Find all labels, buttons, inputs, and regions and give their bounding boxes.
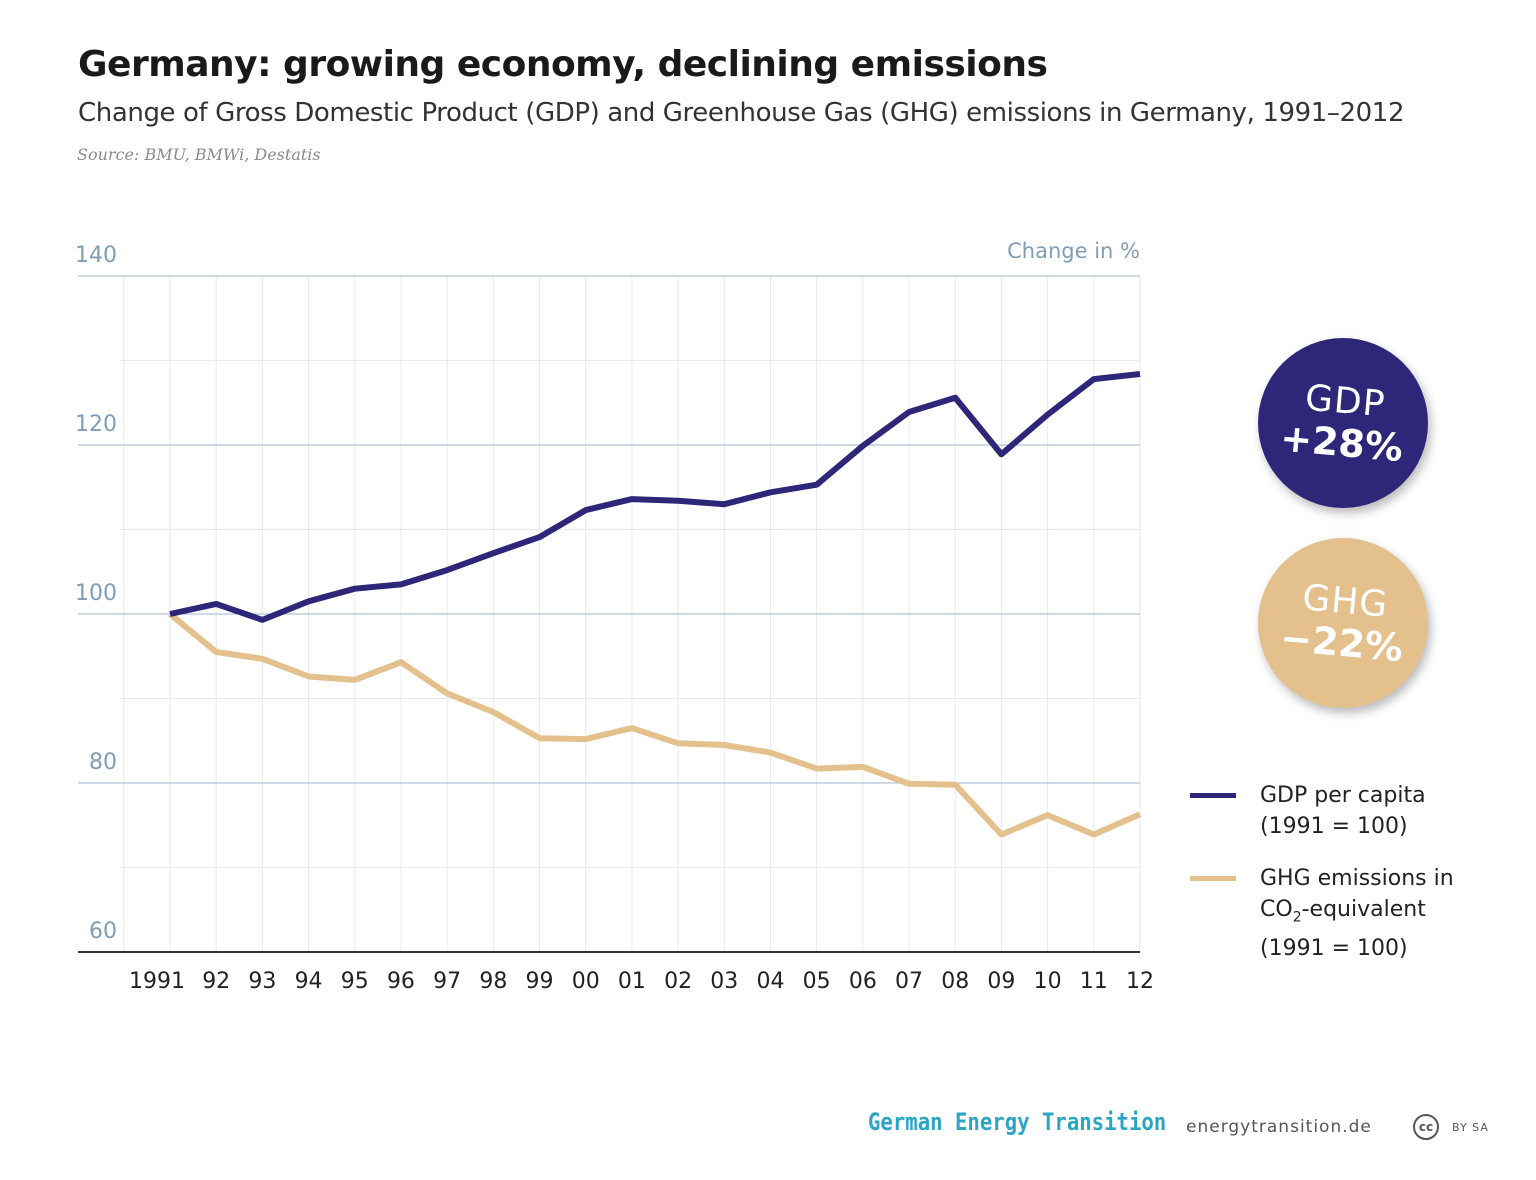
x-tick-label: 03 [710,969,738,994]
x-tick-label: 07 [895,969,923,994]
legend-ghg-equivalent: -equivalent [1301,897,1426,922]
legend-label-ghg: GHG emissions in CO2-equivalent (1991 = … [1260,863,1454,964]
y-axis-label: Change in % [1007,239,1140,263]
x-tick-label: 01 [618,969,646,994]
x-tick-label: 06 [849,969,877,994]
legend-ghg-sub: 2 [1292,909,1302,926]
x-tick-label: 96 [387,969,415,994]
x-tick-label: 08 [941,969,969,994]
website-link[interactable]: energytransition.de [1186,1117,1372,1137]
x-tick-label: 1991 [129,969,185,994]
brand-logo-text[interactable]: German Energy Transition [868,1108,1167,1136]
x-tick-label: 12 [1126,969,1154,994]
source-note: Source: BMU, BMWi, Destatis [77,145,321,164]
y-tick-label: 120 [75,412,117,437]
x-tick-label: 09 [987,969,1015,994]
legend-swatch-gdp [1190,793,1236,798]
x-tick-label: 02 [664,969,692,994]
legend-item-gdp: GDP per capita (1991 = 100) [1190,780,1426,842]
legend-swatch-ghg [1190,876,1236,881]
page-title: Germany: growing economy, declining emis… [78,44,1048,85]
legend-gdp-line2: (1991 = 100) [1260,814,1408,839]
x-tick-label: 97 [433,969,461,994]
x-tick-label: 05 [803,969,831,994]
x-tick-label: 99 [526,969,554,994]
ghg-change-badge: GHG −22% [1258,538,1428,708]
x-tick-label: 04 [756,969,784,994]
license-label: BY SA [1452,1121,1489,1134]
x-tick-label: 93 [248,969,276,994]
x-tick-label: 00 [572,969,600,994]
x-tick-label: 11 [1080,969,1108,994]
x-tick-label: 92 [202,969,230,994]
legend-item-ghg: GHG emissions in CO2-equivalent (1991 = … [1190,863,1454,964]
ghg-series-line [168,611,1142,838]
creative-commons-icon: cc [1413,1114,1439,1140]
gdp-series-line [169,371,1141,623]
legend-ghg-line2: CO2-equivalent [1260,894,1454,933]
gdp-change-badge: GDP +28% [1258,338,1428,508]
legend-ghg-co: CO [1260,897,1293,922]
x-tick-label: 95 [341,969,369,994]
ghg-badge-value: −22% [1278,615,1405,671]
page-subtitle: Change of Gross Domestic Product (GDP) a… [78,98,1405,128]
x-tick-label: 94 [295,969,323,994]
y-tick-label: 100 [75,581,117,606]
gdp-badge-value: +28% [1278,415,1405,471]
legend-gdp-line1: GDP per capita [1260,783,1426,808]
legend-label-gdp: GDP per capita (1991 = 100) [1260,780,1426,842]
x-tick-label: 10 [1034,969,1062,994]
legend-ghg-line3: (1991 = 100) [1260,936,1408,962]
x-tick-label: 98 [479,969,507,994]
y-tick-label: 60 [89,919,117,944]
y-tick-label: 140 [75,243,117,268]
y-tick-label: 80 [89,750,117,775]
legend-ghg-line1: GHG emissions in [1260,866,1454,891]
